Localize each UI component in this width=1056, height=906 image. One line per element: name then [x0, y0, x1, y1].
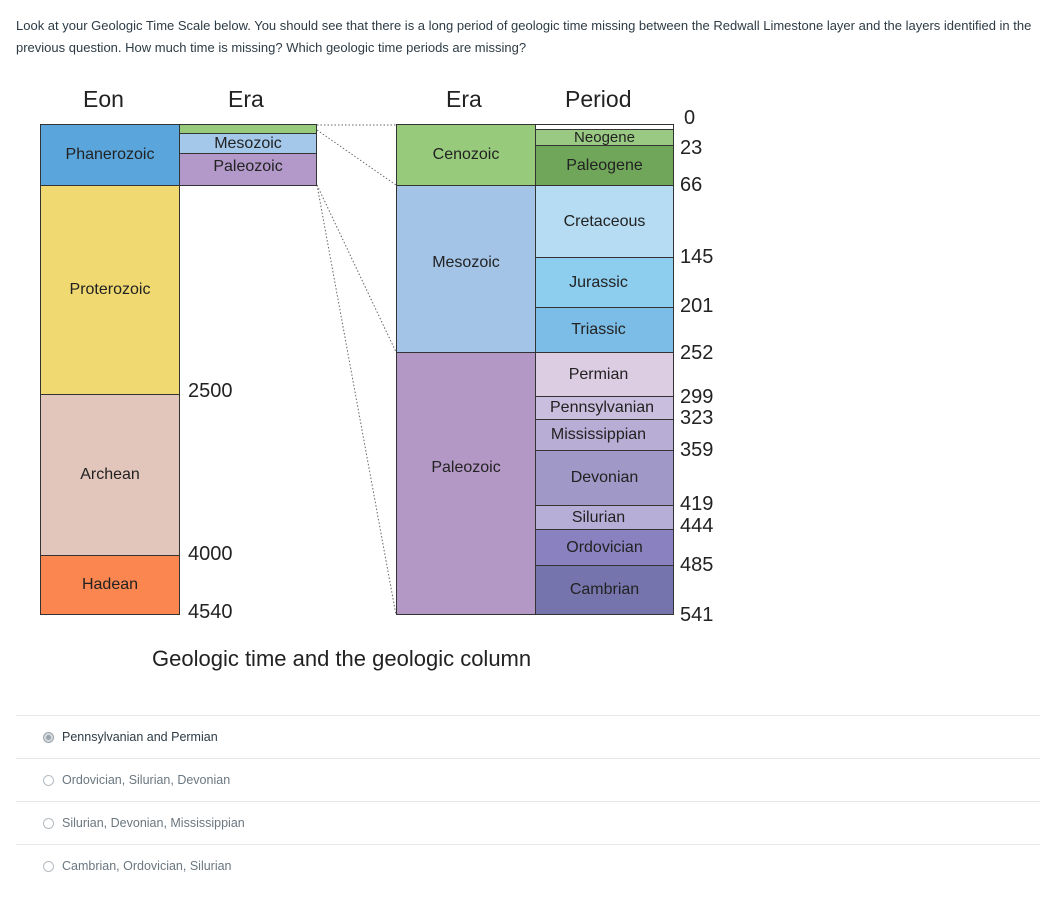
period-cretaceous: Cretaceous [535, 185, 674, 258]
era-paleozoic: Paleozoic [396, 352, 536, 615]
era-label: Cenozoic [432, 146, 500, 163]
era-cenozoic: Cenozoic [396, 124, 536, 186]
connector-lines [316, 124, 397, 616]
era-mesozoic: Mesozoic [396, 185, 536, 353]
age-label: 444 [680, 515, 714, 537]
radio-button[interactable] [43, 860, 54, 872]
eon-archean: Archean [40, 394, 180, 556]
period-label: Triassic [571, 321, 626, 338]
period-paleogene: Paleogene [535, 145, 674, 186]
period-label: Silurian [571, 508, 626, 526]
radio-button[interactable] [43, 817, 54, 829]
era-left-mesozoic: Mesozoic [179, 133, 317, 154]
answer-label: Ordovician, Silurian, Devonian [62, 773, 231, 787]
eon-label: Phanerozoic [65, 146, 155, 163]
eon-label: Proterozoic [69, 281, 151, 298]
age-label: 2500 [188, 380, 233, 402]
period-label: Mississippian [550, 426, 647, 443]
period-triassic: Triassic [535, 307, 674, 353]
geologic-time-scale-figure: Eon Era Era Period Phanerozoic Proterozo… [40, 86, 714, 671]
eon-phanerozoic: Phanerozoic [40, 124, 180, 186]
age-label: 485 [680, 554, 714, 576]
header-period: Period [565, 86, 632, 112]
period-mississippian: Mississippian [535, 419, 674, 451]
era-left-label: Mesozoic [214, 134, 282, 152]
period-devonian: Devonian [535, 450, 674, 506]
question-text: Look at your Geologic Time Scale below. … [16, 18, 1032, 55]
period-silurian: Silurian [535, 505, 674, 530]
answer-options: Pennsylvanian and Permian Ordovician, Si… [16, 715, 1040, 887]
age-label: 4540 [188, 601, 233, 623]
period-label: Jurassic [569, 273, 628, 291]
era-label: Paleozoic [431, 459, 501, 476]
answer-label: Pennsylvanian and Permian [62, 730, 218, 744]
eon-label: Archean [80, 466, 140, 483]
header-era-left: Era [228, 86, 264, 112]
age-label: 419 [680, 493, 714, 515]
era-label: Mesozoic [432, 254, 500, 271]
header-era-right: Era [446, 86, 482, 112]
answer-option[interactable]: Ordovician, Silurian, Devonian [16, 758, 1040, 801]
period-label: Permian [568, 365, 629, 383]
age-label: 0 [684, 107, 696, 129]
period-jurassic: Jurassic [535, 257, 674, 308]
age-label: 323 [680, 407, 714, 429]
age-label: 201 [680, 295, 714, 317]
age-label: 145 [680, 246, 714, 268]
era-left-label: Paleozoic [213, 158, 283, 175]
age-label: 23 [680, 137, 703, 159]
figure-caption: Geologic time and the geologic column [152, 646, 532, 671]
age-label: 66 [680, 174, 703, 196]
answer-option[interactable]: Silurian, Devonian, Mississippian [16, 801, 1040, 844]
period-neogene: Neogene [535, 129, 674, 146]
era-left-paleozoic: Paleozoic [179, 153, 317, 186]
answer-option[interactable]: Pennsylvanian and Permian [16, 715, 1040, 758]
period-label: Ordovician [566, 538, 643, 556]
period-label: Cretaceous [563, 212, 646, 230]
period-cambrian: Cambrian [535, 565, 674, 615]
age-label: 252 [680, 342, 714, 364]
eon-label: Hadean [81, 576, 139, 593]
answer-label: Cambrian, Ordovician, Silurian [62, 859, 232, 873]
radio-button-selected[interactable] [43, 731, 54, 743]
answer-option[interactable]: Cambrian, Ordovician, Silurian [16, 844, 1040, 887]
age-label: 359 [680, 439, 714, 461]
period-permian: Permian [535, 352, 674, 397]
period-label: Paleogene [566, 156, 643, 174]
period-label: Neogene [574, 129, 635, 146]
period-ordovician: Ordovician [535, 529, 674, 566]
period-label: Cambrian [569, 581, 640, 598]
period-label: Pennsylvanian [550, 399, 655, 416]
age-label: 299 [680, 386, 714, 408]
period-pennsylvanian: Pennsylvanian [535, 396, 674, 420]
age-label: 4000 [188, 543, 233, 565]
eon-proterozoic: Proterozoic [40, 185, 180, 395]
answer-label: Silurian, Devonian, Mississippian [62, 816, 245, 830]
radio-button[interactable] [43, 774, 54, 786]
eon-hadean: Hadean [40, 555, 180, 615]
period-label: Devonian [570, 469, 639, 486]
age-label: 541 [680, 604, 714, 626]
header-eon: Eon [83, 86, 124, 112]
